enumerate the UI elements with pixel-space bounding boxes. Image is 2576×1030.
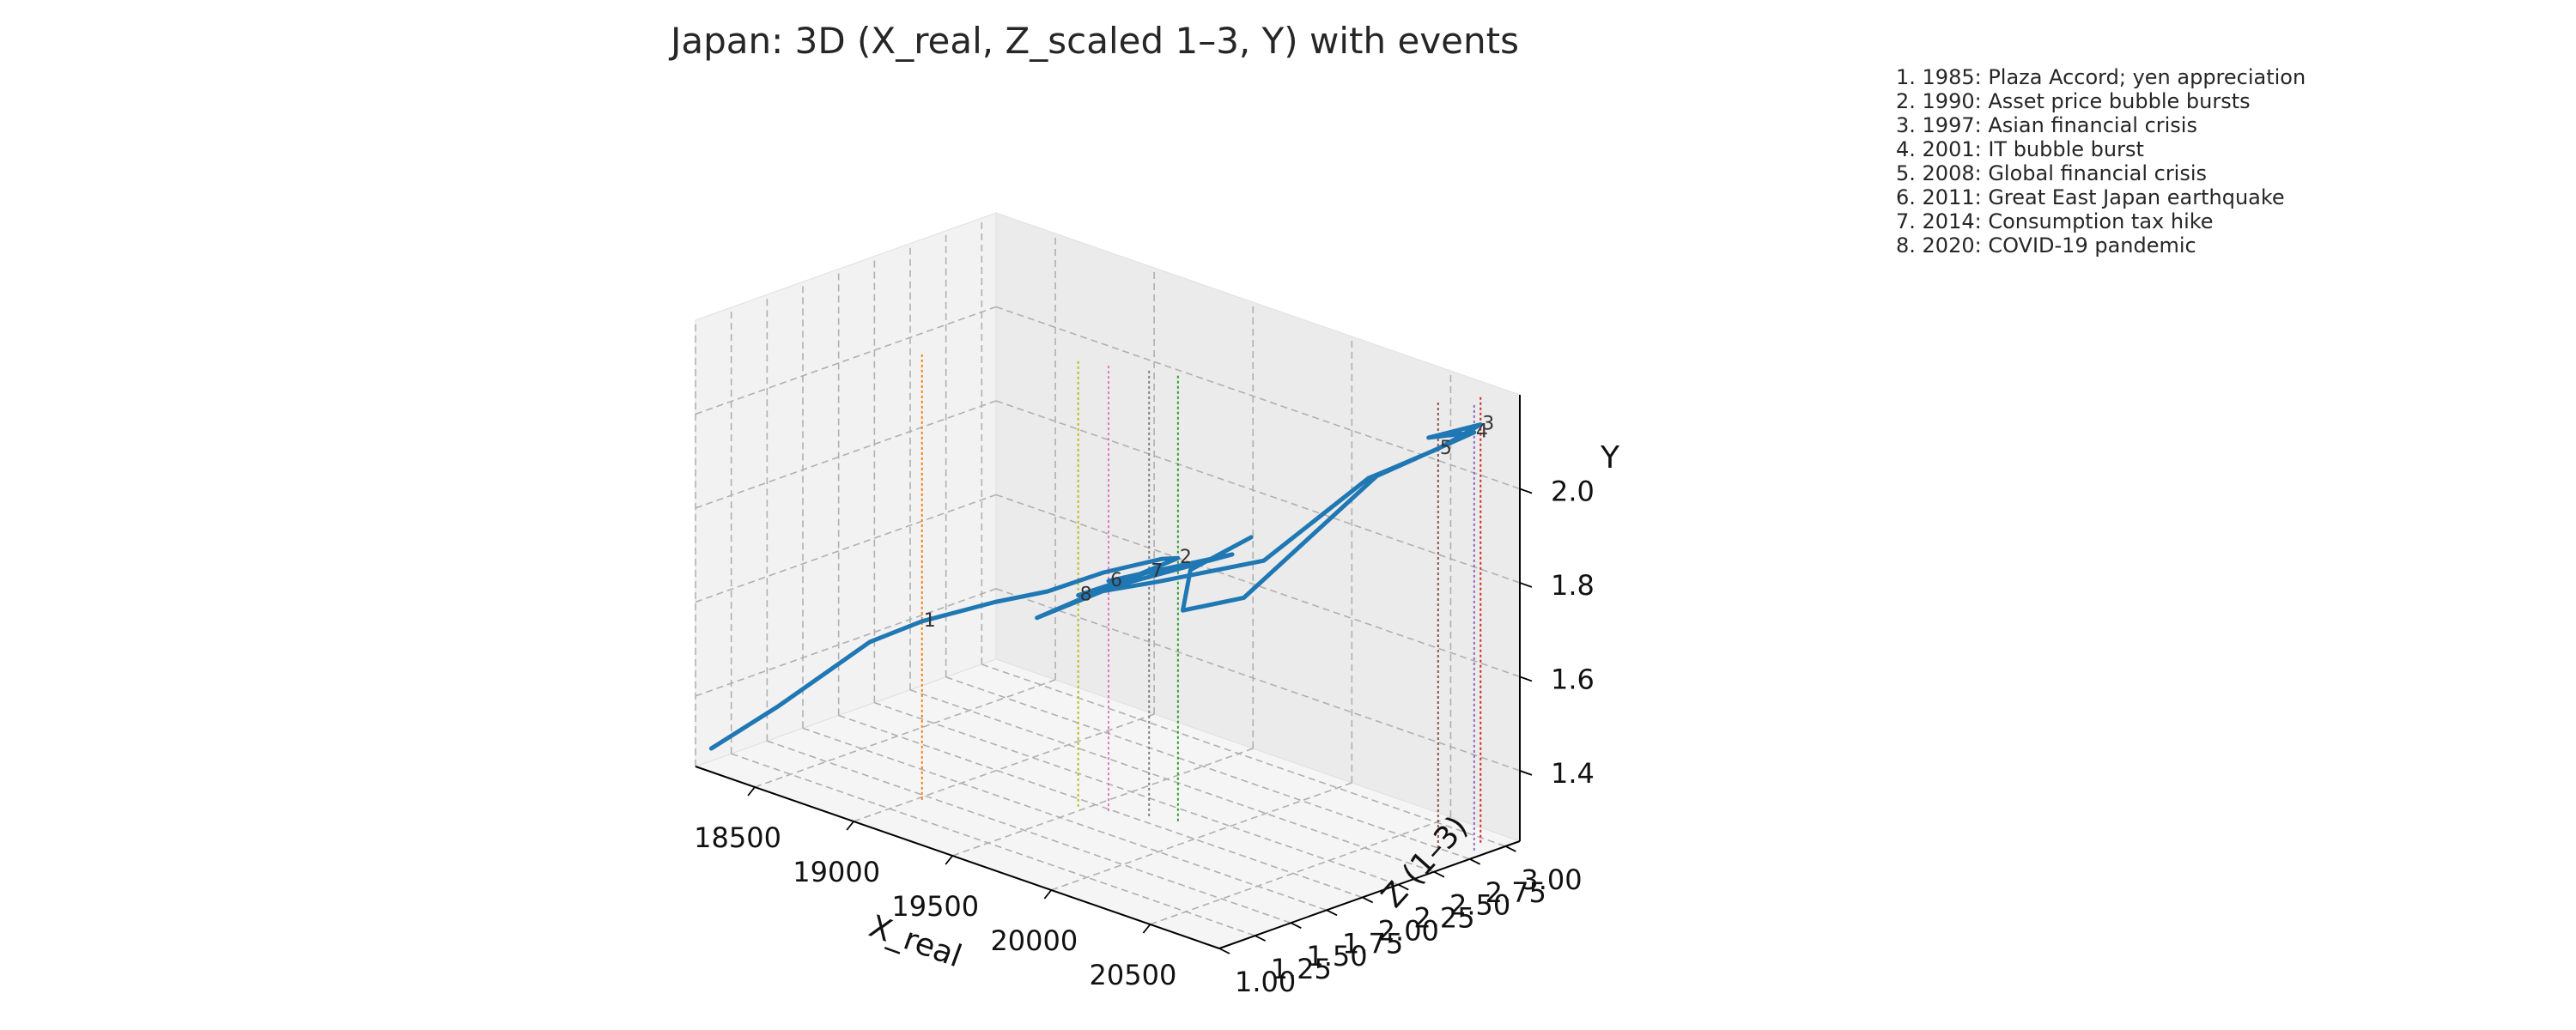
legend-entry: 8. 2020: COVID-19 pandemic xyxy=(1896,233,2196,258)
grid-line xyxy=(995,494,1521,678)
chart-title: Japan: 3D (X_real, Z_scaled 1–3, Y) with… xyxy=(668,20,1519,62)
grid-line xyxy=(853,713,1155,822)
event-2-label: 2 xyxy=(1180,547,1192,568)
events-legend: 1. 1985: Plaza Accord; yen appreciation 2… xyxy=(1896,65,2306,258)
y-tick-label: 1.50 xyxy=(1306,940,1367,972)
grid-line xyxy=(1150,816,1451,925)
y-tick-label: 1.75 xyxy=(1342,927,1403,960)
y-tick-label: 2.25 xyxy=(1413,902,1474,935)
tick-mark xyxy=(945,855,953,865)
z-tick-label: 1.6 xyxy=(1551,663,1595,695)
grid-line xyxy=(767,740,1291,924)
legend-entry: 6. 2011: Great East Japan earthquake xyxy=(1896,185,2285,209)
tick-mark xyxy=(846,821,854,831)
tick-mark xyxy=(1218,948,1230,954)
tick-mark xyxy=(1043,889,1053,900)
legend-entry: 4. 2001: IT bubble burst xyxy=(1896,137,2144,161)
x-tick-label: 19500 xyxy=(891,890,979,923)
y-tick-label: 2.75 xyxy=(1485,876,1546,909)
grid-line xyxy=(945,676,1470,860)
tick-mark xyxy=(1469,858,1481,865)
event-3-label: 3 xyxy=(1482,414,1494,435)
grid xyxy=(695,217,1521,949)
grid-line xyxy=(695,588,997,697)
tick-mark xyxy=(1519,582,1533,588)
grid-line xyxy=(1051,782,1352,891)
y-tick-label: 2.50 xyxy=(1449,889,1510,922)
grid-line xyxy=(802,727,1327,912)
tick-mark xyxy=(1397,883,1409,891)
tick-mark xyxy=(1326,909,1338,917)
series-group xyxy=(708,422,1483,751)
legend-entry: 7. 2014: Consumption tax hike xyxy=(1896,209,2214,233)
grid-line xyxy=(731,753,1255,936)
grid-line xyxy=(695,494,997,603)
legend-entry: 2. 1990: Asset price bubble bursts xyxy=(1896,89,2251,113)
tick-mark xyxy=(1519,770,1533,776)
event-6-label: 6 xyxy=(1110,570,1122,591)
tick-mark xyxy=(1519,676,1533,682)
grid-line xyxy=(838,714,1363,899)
x-tick-label: 20000 xyxy=(990,924,1078,957)
grid-line xyxy=(695,400,997,509)
x-axis-line xyxy=(695,766,1220,949)
event-1-label: 1 xyxy=(924,610,936,632)
grid-line xyxy=(909,688,1435,873)
legend-entry: 1. 1985: Plaza Accord; yen appreciation xyxy=(1896,65,2306,89)
grid-line xyxy=(995,588,1521,772)
legend-entry: 5. 2008: Global financial crisis xyxy=(1896,161,2208,185)
grid-line xyxy=(995,306,1521,490)
z-axis-label: Y xyxy=(1600,440,1620,476)
event-5-label: 5 xyxy=(1440,438,1452,459)
grid-line xyxy=(951,748,1254,857)
grid-line xyxy=(874,701,1399,886)
series-line xyxy=(708,422,1483,751)
tick-mark xyxy=(1362,896,1374,904)
tick-labels: 18500 19000 19500 20000 20500 1.001.251.501.7… xyxy=(694,475,1595,998)
y-tick-label: 2.00 xyxy=(1378,914,1439,947)
axes-3d: 18500 19000 19500 20000 20500 1.001.251.501.7… xyxy=(694,212,1595,998)
z-tick-label: 1.8 xyxy=(1551,569,1595,602)
x-tick-label: 19000 xyxy=(793,856,880,888)
tick-mark xyxy=(1433,870,1445,878)
tick-mark xyxy=(747,786,756,797)
y-tick-label: 3.00 xyxy=(1521,863,1582,896)
tick-mark xyxy=(1290,922,1302,930)
y-tick-label: 1.00 xyxy=(1235,966,1296,998)
x-tick-label: 18500 xyxy=(694,821,781,854)
event-labels: 1 2 34 5 6 7 8 xyxy=(924,414,1495,632)
grid-line xyxy=(981,663,1506,847)
grid-line xyxy=(695,306,997,415)
grid-line xyxy=(995,400,1521,584)
event-8-label: 8 xyxy=(1080,585,1092,606)
event-4-label: 4 xyxy=(1476,421,1488,443)
tick-mark xyxy=(1504,845,1516,852)
y-tick-label: 1.25 xyxy=(1271,953,1332,985)
z-tick-label: 1.4 xyxy=(1551,757,1595,790)
tick-mark xyxy=(1142,924,1151,934)
z-tick-label: 2.0 xyxy=(1551,475,1595,507)
legend-entry: 3. 1997: Asian financial crisis xyxy=(1896,113,2197,137)
x-tick-label: 20500 xyxy=(1090,959,1177,991)
tick-mark xyxy=(1519,488,1533,494)
tick-mark xyxy=(1255,935,1267,942)
event-7-label: 7 xyxy=(1151,560,1163,582)
grid-line xyxy=(754,679,1056,788)
